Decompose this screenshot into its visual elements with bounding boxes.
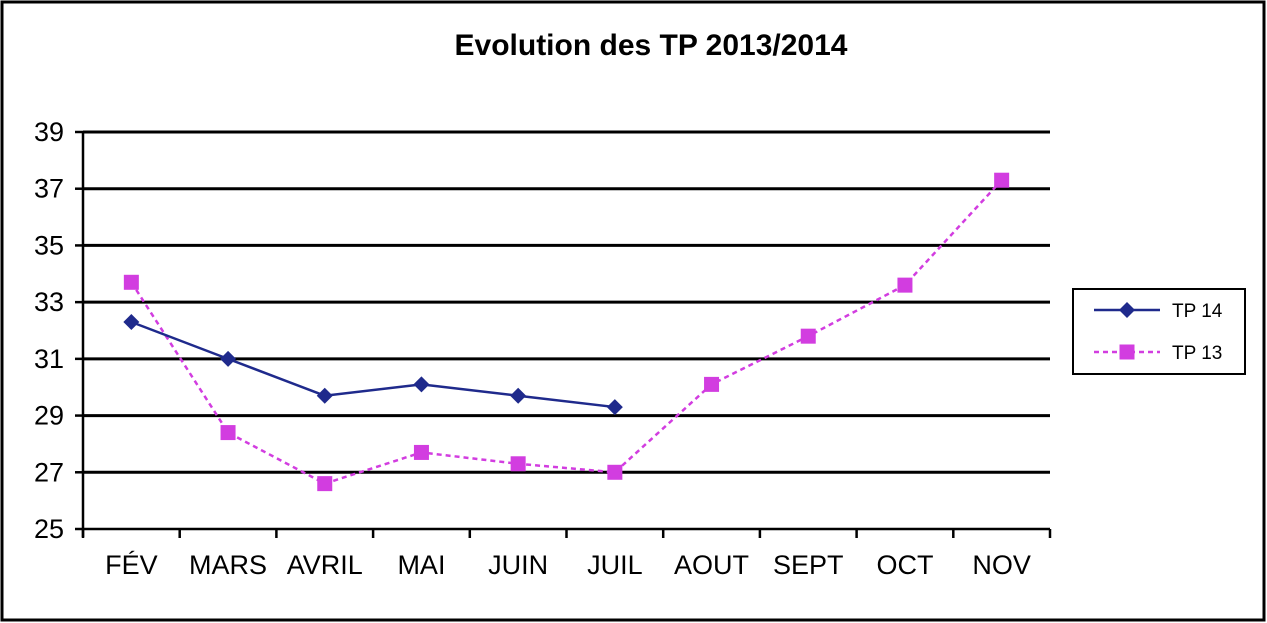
legend-label-tp-13: TP 13 [1172,343,1222,364]
series-line-tp-14 [130,320,615,409]
x-tick-label: MAI [397,550,445,580]
x-tick-labels: FÉV MARS AVRIL MAI JUIN JUIL AOUT SEPT OCT NOV [105,550,1031,580]
data-point-tp-13 [317,476,333,492]
data-point-tp-14 [510,387,527,404]
x-tick-label: AVRIL [287,550,363,580]
data-point-tp-13 [220,425,236,441]
y-tick-label: 27 [34,457,64,487]
data-point-tp-14 [316,387,333,404]
data-point-tp-14 [123,313,140,330]
y-tick-label: 31 [34,344,64,374]
x-tick-label: FÉV [105,550,158,580]
data-point-tp-14 [220,350,237,367]
data-point-tp-13 [994,172,1010,188]
y-tick-labels: 25 27 29 31 33 35 37 39 [34,117,64,544]
data-point-tp-13 [413,444,429,460]
data-point-tp-13 [510,456,526,472]
x-tick-label: OCT [876,550,933,580]
x-tick-label: MARS [189,550,267,580]
axes [75,130,1052,538]
series-line-tp-13 [130,179,1003,485]
legend-label-tp-14: TP 14 [1172,301,1223,322]
x-tick-label: AOUT [674,550,749,580]
data-point-tp-13 [800,328,816,344]
legend: TP 14 TP 13 [1072,288,1246,375]
y-tick-label: 39 [34,117,64,147]
y-tick-label: 33 [34,287,64,317]
x-tick-label: JUIN [488,550,548,580]
legend-item-tp-13: TP 13 [1094,343,1222,364]
data-point-tp-14 [413,376,430,393]
gridlines [83,130,1050,474]
data-point-tp-13 [123,274,139,290]
series-group [123,172,1010,492]
x-tick-label: JUIL [587,550,643,580]
x-tick-label: NOV [972,550,1031,580]
y-tick-label: 25 [34,514,64,544]
data-point-tp-14 [606,399,623,416]
series-tp-14 [123,313,623,416]
y-tick-label: 37 [34,174,64,204]
chart-title: Evolution des TP 2013/2014 [455,29,848,62]
x-tick-label: SEPT [773,550,844,580]
legend-marker-tp-14 [1119,302,1135,318]
data-point-tp-13 [897,277,913,293]
legend-box [1072,288,1246,375]
y-tick-label: 35 [34,230,64,260]
data-point-tp-13 [607,464,623,480]
series-tp-13 [123,172,1010,492]
legend-marker-tp-13 [1119,344,1135,360]
y-tick-label: 29 [34,401,64,431]
legend-item-tp-14: TP 14 [1094,301,1223,322]
data-point-tp-13 [704,376,720,392]
